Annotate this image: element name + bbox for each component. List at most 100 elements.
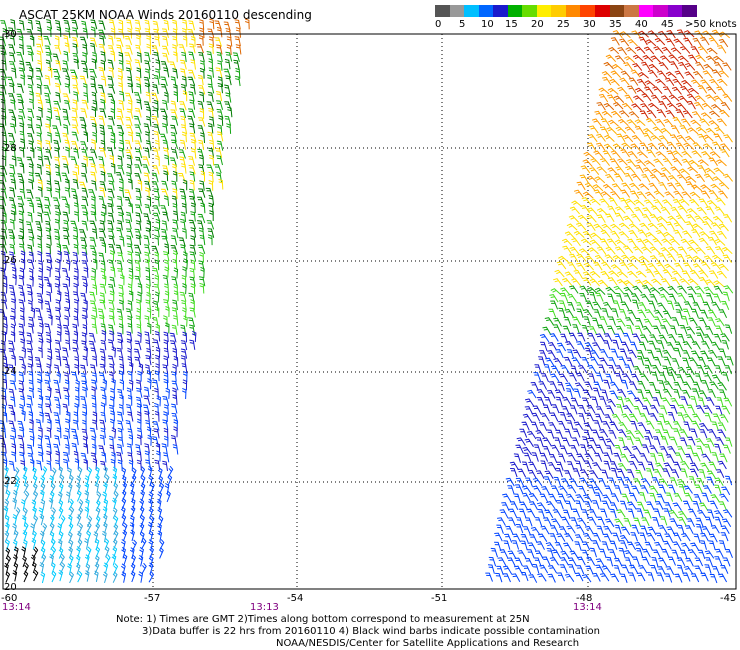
wind-barb xyxy=(597,324,606,334)
wind-barb xyxy=(110,418,115,430)
wind-barb xyxy=(81,20,88,31)
wind-barb xyxy=(655,229,666,238)
wind-barb xyxy=(45,170,51,182)
wind-barb xyxy=(71,124,79,135)
wind-barb xyxy=(197,125,205,135)
wind-barb xyxy=(3,505,9,518)
wind-barb xyxy=(180,115,186,127)
wind-barb xyxy=(135,315,142,326)
wind-barb xyxy=(44,371,51,383)
wind-barb xyxy=(642,207,653,216)
wind-barb xyxy=(485,572,493,582)
wind-barb xyxy=(121,467,127,479)
wind-barb xyxy=(494,532,503,542)
wind-barb xyxy=(647,461,655,471)
wind-barb xyxy=(126,443,133,454)
wind-barb xyxy=(19,146,25,158)
wind-barb xyxy=(667,285,678,294)
wind-barb xyxy=(180,211,187,223)
wind-barb xyxy=(696,364,705,374)
wind-barb xyxy=(207,91,214,102)
wind-barb xyxy=(56,355,62,367)
wind-barb xyxy=(125,219,132,230)
wind-barb xyxy=(73,330,79,342)
wind-barb xyxy=(116,227,123,238)
wind-barb xyxy=(154,387,159,399)
wind-barb xyxy=(99,363,107,374)
wind-barb xyxy=(628,223,640,231)
wind-barb xyxy=(27,259,35,270)
wind-barb xyxy=(681,79,692,88)
wind-barb xyxy=(165,387,170,399)
wind-barb xyxy=(29,275,34,287)
wind-barb xyxy=(103,562,109,574)
wind-barb xyxy=(166,490,171,503)
wind-barb xyxy=(596,133,606,142)
wind-barb xyxy=(668,175,679,183)
wind-barb xyxy=(511,573,521,583)
wind-barb xyxy=(635,470,644,480)
wind-barb xyxy=(1,155,7,167)
wind-barb xyxy=(600,270,611,279)
lon-label-57: -57 xyxy=(144,593,160,604)
wind-barb xyxy=(692,142,703,150)
wind-barb xyxy=(694,373,702,383)
wind-barb xyxy=(170,139,179,150)
wind-barb xyxy=(656,532,664,542)
wind-barb xyxy=(118,284,124,295)
wind-barb xyxy=(521,421,530,431)
wind-barb xyxy=(582,159,593,168)
wind-barb xyxy=(63,35,69,46)
wind-barb xyxy=(550,373,560,382)
wind-barb xyxy=(627,309,637,319)
wind-barb xyxy=(663,381,674,390)
wind-barb xyxy=(605,518,615,528)
wind-barb xyxy=(54,396,61,407)
wind-barb xyxy=(153,188,160,199)
wind-barb xyxy=(37,434,43,447)
wind-barb xyxy=(619,38,630,47)
wind-barb xyxy=(145,355,152,366)
wind-barb xyxy=(522,413,533,423)
wind-barb xyxy=(604,254,615,262)
wind-barb xyxy=(650,565,658,575)
wind-barb xyxy=(36,116,43,127)
wind-barb xyxy=(67,467,72,479)
wind-barb xyxy=(616,476,625,486)
wind-barb xyxy=(719,109,730,118)
wind-barb xyxy=(101,394,107,406)
wind-barb xyxy=(199,27,205,39)
wind-barb xyxy=(130,570,136,583)
wind-barb xyxy=(41,553,47,566)
wind-barb xyxy=(613,102,624,110)
wind-barb xyxy=(54,419,62,430)
wind-barb xyxy=(615,126,627,134)
wind-barb xyxy=(564,470,573,480)
wind-barb xyxy=(197,213,206,224)
wind-barb xyxy=(129,522,135,534)
wind-barb xyxy=(603,452,612,462)
wind-barb xyxy=(27,133,35,143)
wind-barb xyxy=(717,460,727,470)
wind-barb xyxy=(89,149,98,159)
wind-barb xyxy=(721,405,731,415)
wind-barb xyxy=(10,19,16,30)
wind-barb xyxy=(488,556,497,567)
wind-barb xyxy=(708,236,718,246)
wind-barb xyxy=(633,365,643,375)
wind-barb xyxy=(569,206,580,215)
wind-barb xyxy=(189,171,196,182)
wind-barb xyxy=(172,227,179,238)
wind-barb xyxy=(649,255,660,264)
wind-barb xyxy=(72,339,79,350)
wind-barb xyxy=(154,402,159,414)
wind-barb xyxy=(704,412,712,423)
wind-barb xyxy=(621,373,632,382)
wind-barb xyxy=(108,67,114,78)
wind-barb xyxy=(700,540,707,550)
wind-barb xyxy=(121,539,126,551)
wind-barb xyxy=(162,165,170,175)
wind-barb xyxy=(609,381,620,391)
wind-barb xyxy=(18,210,24,222)
wind-barb xyxy=(714,477,724,486)
